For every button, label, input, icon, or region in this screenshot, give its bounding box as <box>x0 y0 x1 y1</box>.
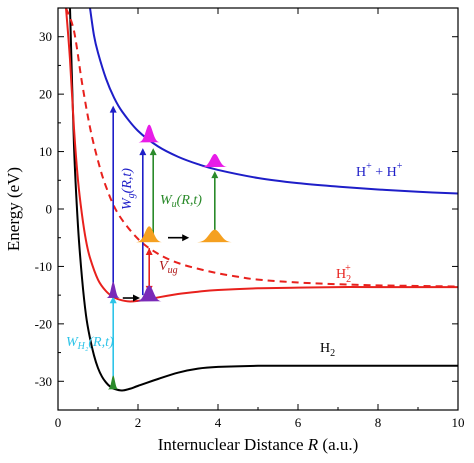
wg-coupling-label: Wg(R,t) <box>120 168 137 210</box>
x-tick-label: 10 <box>452 415 465 430</box>
x-tick-label: 2 <box>135 415 142 430</box>
orange-packet-right <box>197 229 232 243</box>
arrow-head <box>145 248 153 256</box>
arrow-head <box>211 171 219 179</box>
y-tick-label: 10 <box>39 144 52 159</box>
transition-arrows <box>109 105 219 382</box>
curve-4 <box>89 8 458 195</box>
wave-packets <box>106 124 232 390</box>
y-tick-label: 20 <box>39 87 52 102</box>
x-tick-label: 8 <box>375 415 382 430</box>
h2-plus-label: H2+ <box>336 263 351 285</box>
h2-label: H2 <box>320 341 335 359</box>
y-tick-label: -10 <box>35 259 52 274</box>
curve-3 <box>65 8 458 288</box>
magenta-packet-right <box>202 153 228 168</box>
green-ground-packet <box>108 375 119 390</box>
curve-2 <box>65 8 458 303</box>
y-tick-label: -30 <box>35 374 52 389</box>
axis-ticks: 0 2 4 6 8 10 -30 -20 -10 0 10 20 30 <box>35 7 465 430</box>
curve-1 <box>69 8 458 392</box>
purple-packet-right <box>136 285 162 302</box>
arrow-head <box>149 148 157 156</box>
orange-packet-left <box>136 226 162 243</box>
plot-frame <box>57 7 459 411</box>
x-tick-label: 6 <box>295 415 302 430</box>
arrow-head <box>133 294 140 302</box>
x-tick-label: 0 <box>55 415 62 430</box>
x-tick-label: 4 <box>215 415 222 430</box>
x-axis-title: Internuclear Distance R (a.u.) <box>158 435 359 454</box>
y-tick-label: -20 <box>35 316 52 331</box>
potential-curves <box>65 8 458 392</box>
proton-pair-label: H+ + H+ <box>356 161 403 180</box>
arrow-head <box>182 234 190 242</box>
arrow-head <box>139 148 147 156</box>
y-axis-title: Energy (eV) <box>4 167 23 251</box>
wh2-coupling-label: WH₂(R,t) <box>66 335 114 352</box>
magenta-packet-left <box>138 124 160 143</box>
arrow-head <box>109 296 117 304</box>
wu-coupling-label: Wu(R,t) <box>160 193 202 210</box>
vug-coupling-label: Vug <box>159 259 178 276</box>
y-tick-label: 0 <box>46 202 53 217</box>
arrow-head <box>109 105 117 113</box>
y-tick-label: 30 <box>39 29 52 44</box>
purple-packet-left <box>106 281 120 299</box>
